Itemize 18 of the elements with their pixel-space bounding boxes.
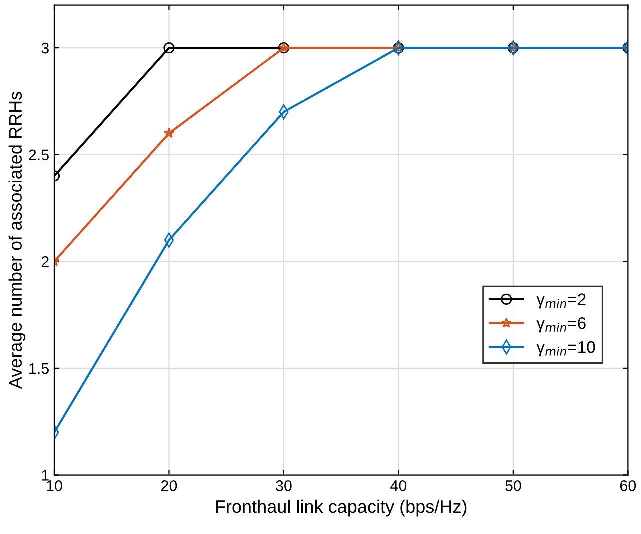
- legend-label: γ$_{min}$=2: [536, 294, 586, 309]
- legend-label: γ$_{min}$=6: [536, 318, 586, 333]
- point: [164, 128, 175, 138]
- x-axis-title: Fronthaul link capacity (bps/Hz): [216, 500, 467, 517]
- x-tick-label: 10: [47, 480, 62, 492]
- legend-label: γ$_{min}$=10: [536, 341, 596, 357]
- x-tick-label: 60: [620, 480, 636, 492]
- y-tick-label: 1.5: [30, 363, 49, 374]
- x-tick-label: 30: [276, 480, 292, 492]
- x-tick-label: 50: [506, 480, 522, 492]
- y-tick-label: 2.5: [29, 150, 49, 161]
- y-tick-label: 3: [42, 42, 49, 54]
- y-tick-label: 2: [42, 256, 49, 268]
- x-tick-label: 20: [161, 480, 178, 492]
- point: [164, 42, 175, 54]
- y-axis-title: Average number of associated RRHs: [8, 92, 26, 390]
- y-tick-label: 1: [42, 470, 49, 481]
- x-tick-label: 40: [390, 480, 407, 492]
